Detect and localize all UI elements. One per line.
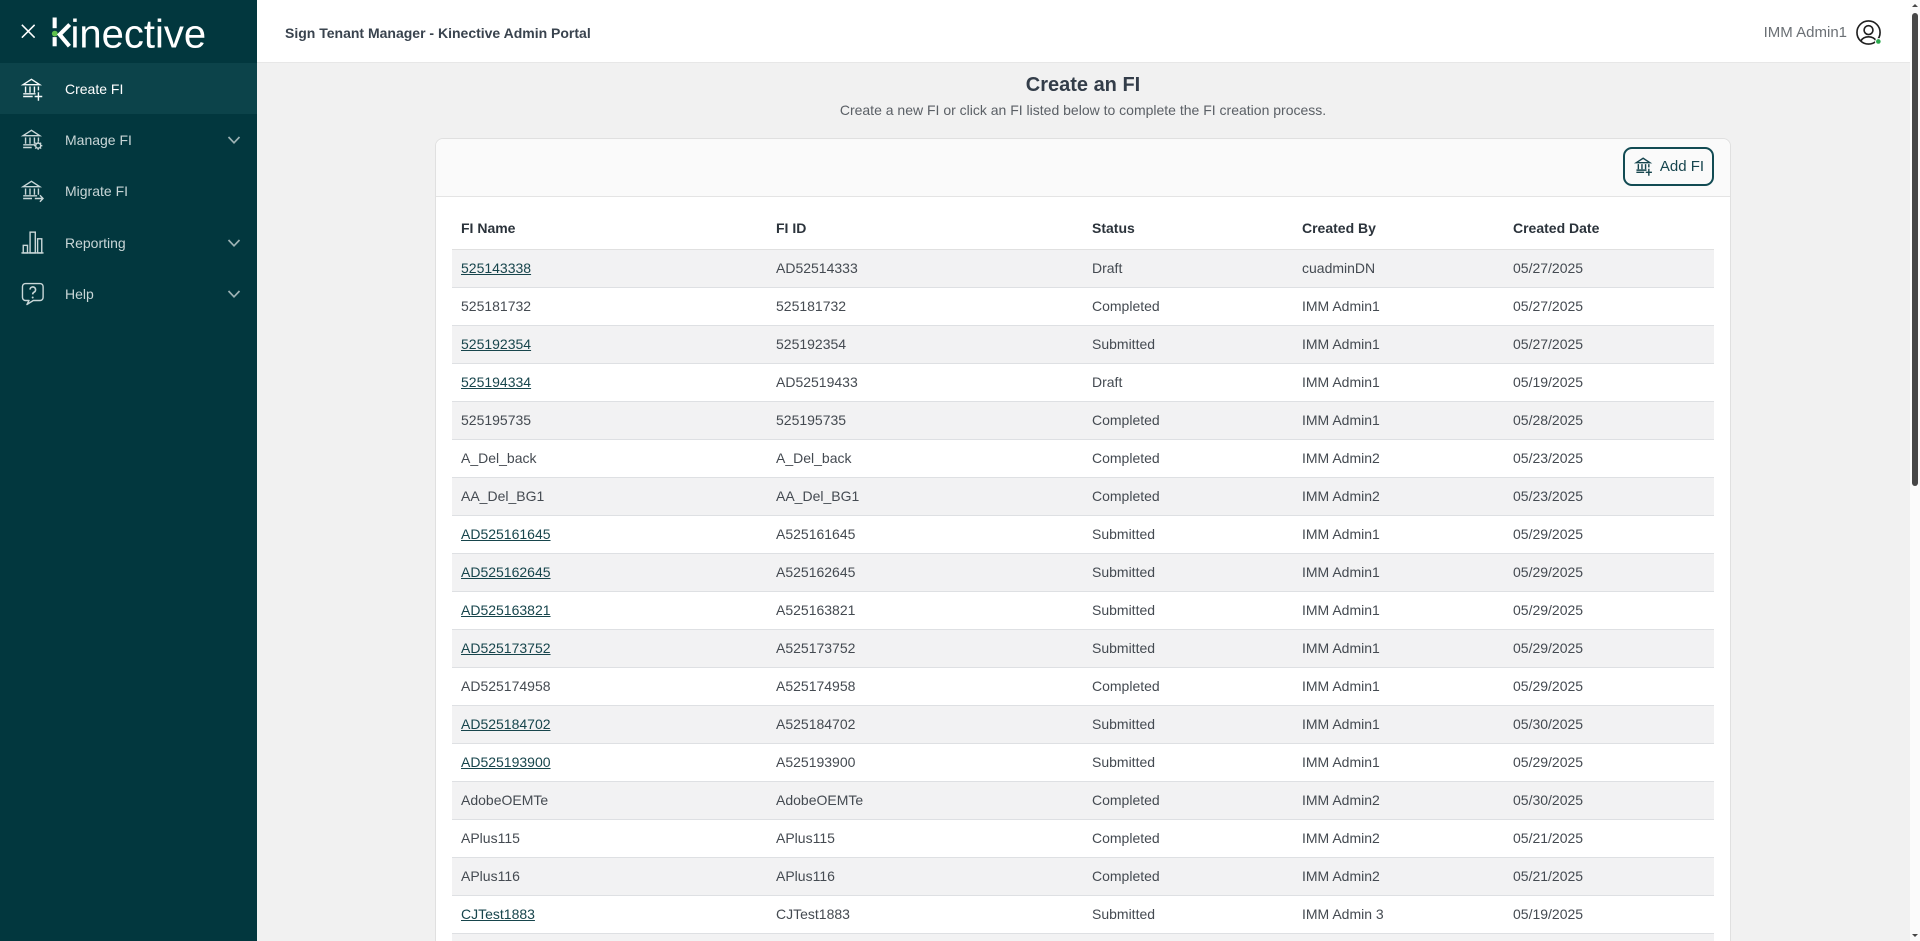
- svg-text:inective: inective: [71, 12, 207, 56]
